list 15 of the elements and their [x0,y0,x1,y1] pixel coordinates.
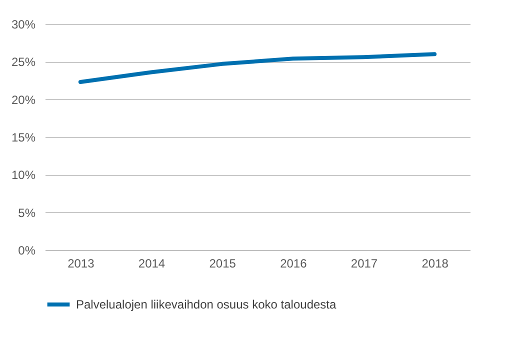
line-series [78,52,437,84]
x-tick-label: 2018 [422,256,449,270]
x-tick-label: 2014 [138,256,166,270]
x-tick-label: 2015 [209,256,236,270]
x-tick-label: 2013 [68,256,95,270]
legend-label: Palvelualojen liikevaihdon osuus koko taloudesta [76,298,336,312]
y-tick-label: 10% [11,168,36,182]
x-tick-label: 2016 [280,256,308,270]
x-tick-label: 2017 [350,256,378,270]
y-tick-label: 30% [11,18,36,32]
y-tick-label: 20% [11,92,36,107]
y-tick-label: 25% [11,55,36,70]
y-tick-label: 15% [11,130,36,144]
y-tick-label: 0% [18,244,36,258]
y-tick-label: 5% [18,206,36,220]
